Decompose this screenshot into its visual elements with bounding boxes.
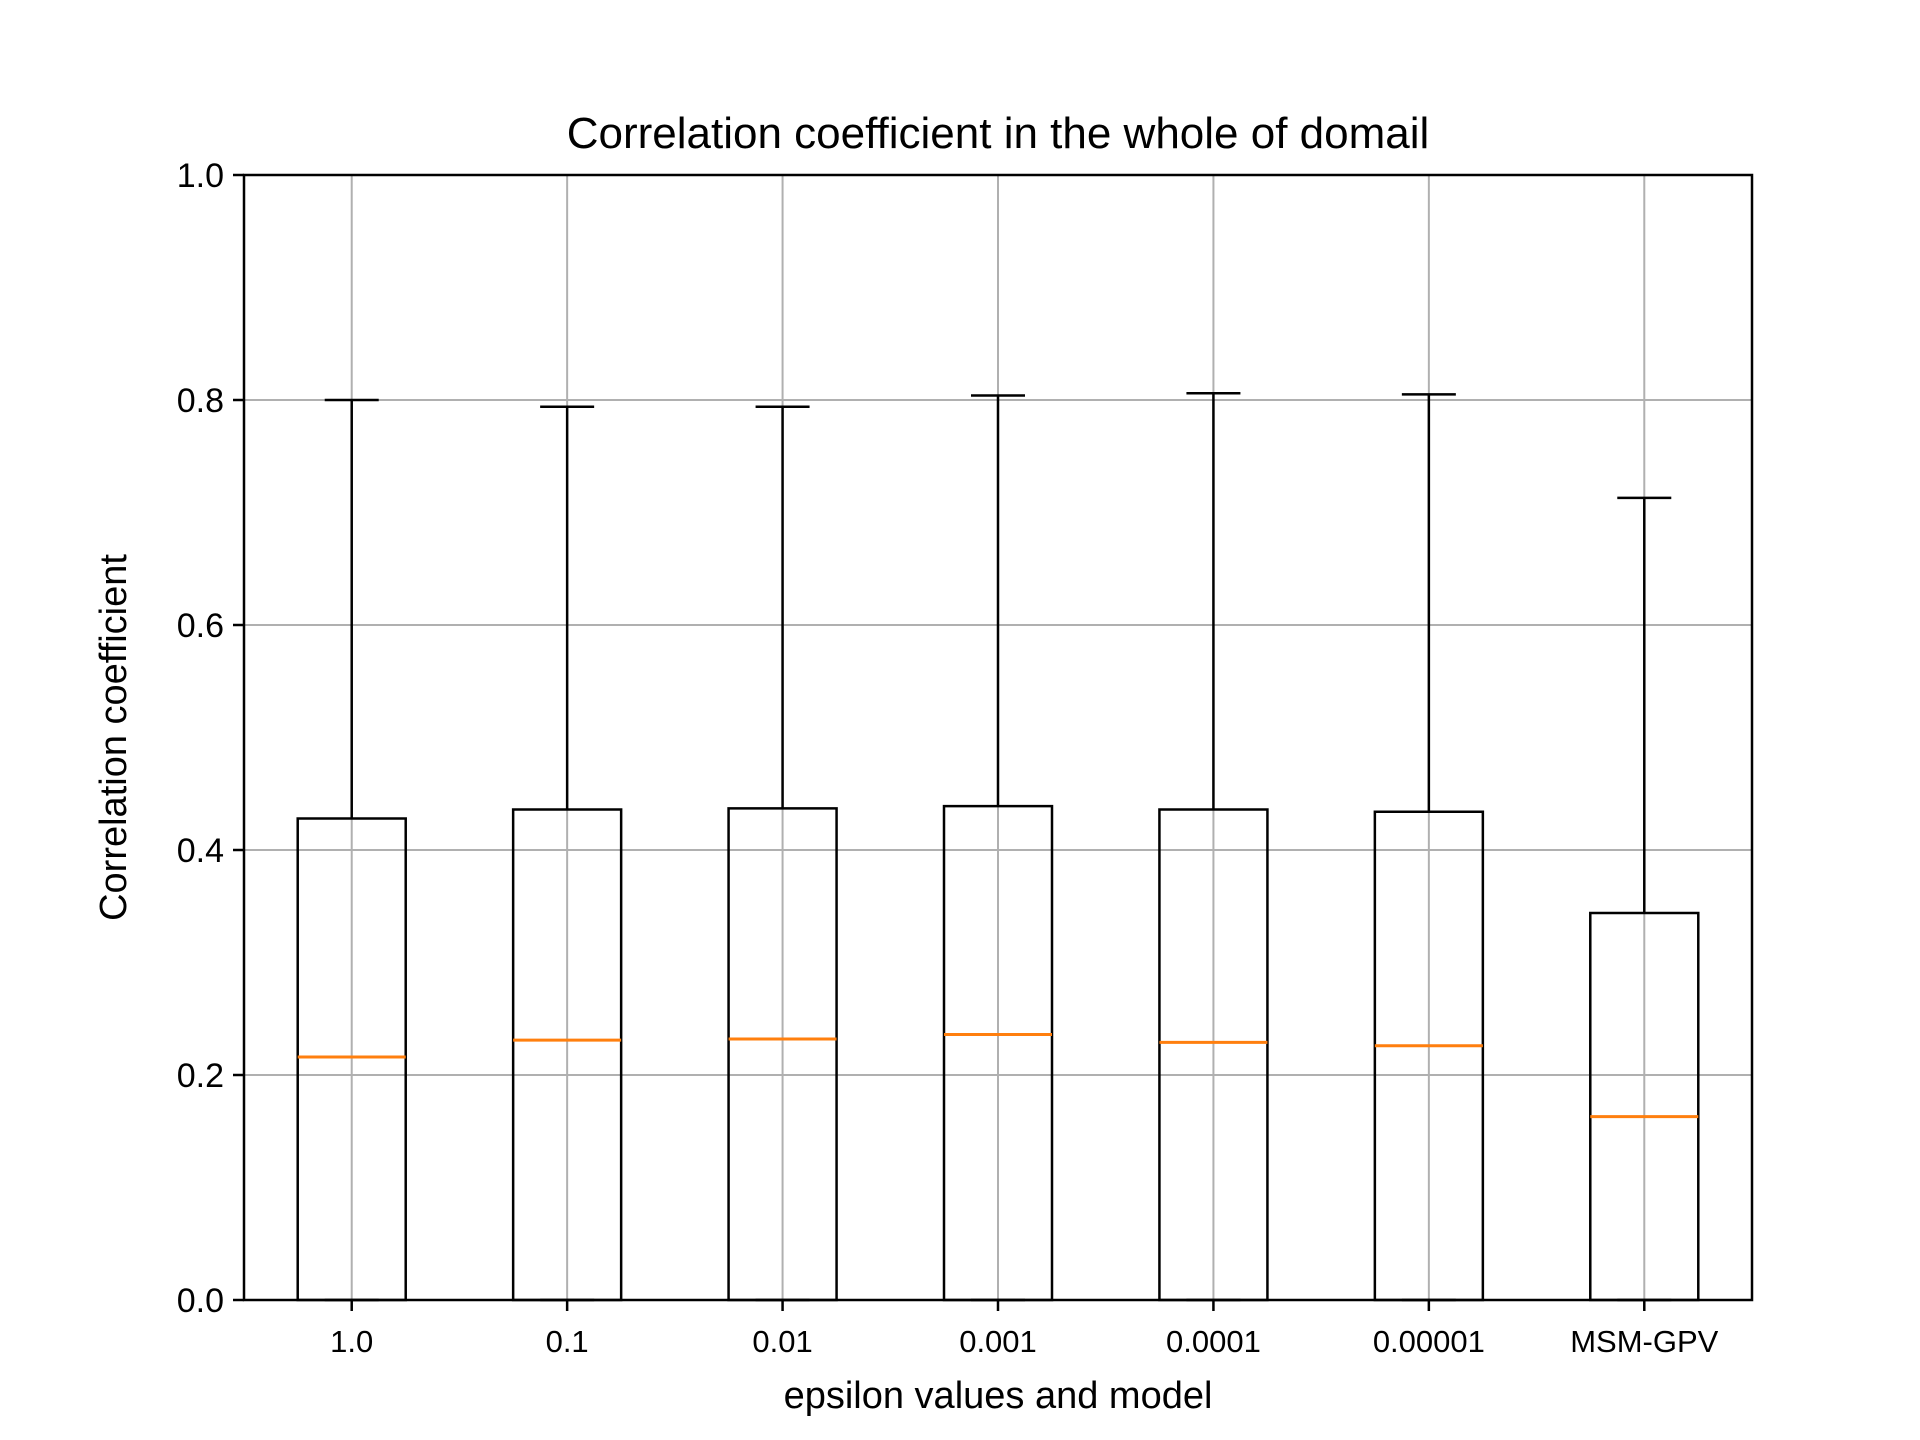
y-axis-label: Correlation coefficient — [93, 554, 135, 921]
box-1 — [296, 398, 407, 1302]
chart-title: Correlation coefficient in the whole of … — [567, 109, 1430, 158]
tick-layer: 0.0 0.2 0.4 0.6 0.8 1.0 1.0 0.1 0.01 0.001 0.0001 0… — [177, 157, 1719, 1359]
x-tick-label: 0.1 — [546, 1324, 589, 1359]
x-tick-label: 0.00001 — [1373, 1324, 1485, 1359]
x-tick-label: MSM-GPV — [1570, 1324, 1718, 1359]
x-tick-label: 0.0001 — [1166, 1324, 1261, 1359]
x-axis-label: epsilon values and model — [784, 1375, 1213, 1417]
y-tick-label: 0.8 — [177, 382, 224, 420]
y-tick-label: 0.0 — [177, 1282, 224, 1320]
y-tick-label: 0.4 — [177, 832, 224, 870]
y-tick-label: 0.2 — [177, 1057, 224, 1095]
x-tick-label: 1.0 — [330, 1324, 373, 1359]
y-tick-label: 0.6 — [177, 607, 224, 645]
x-tick-label: 0.001 — [959, 1324, 1037, 1359]
box-layer — [296, 392, 1700, 1302]
x-tick-label: 0.01 — [752, 1324, 812, 1359]
y-tick-label: 1.0 — [177, 157, 224, 195]
